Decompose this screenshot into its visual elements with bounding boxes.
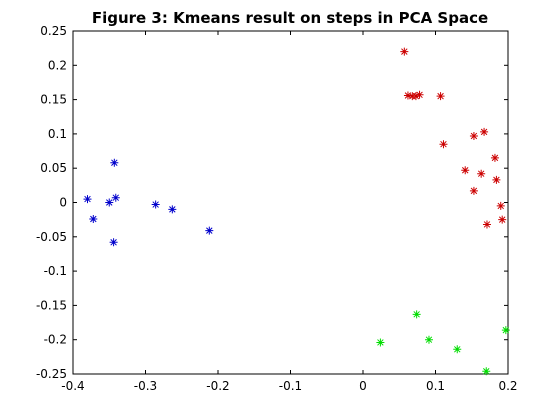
cluster-2-point	[403, 91, 412, 100]
cluster-1-point	[111, 193, 120, 202]
cluster-3-point	[453, 345, 462, 354]
x-tick-label: -0.3	[134, 379, 157, 393]
cluster-2-point	[415, 90, 424, 99]
cluster-1-point	[83, 195, 92, 204]
axis-ticks: -0.4 -0.3 -0.2 -0.1 0 0.1 0.2 0.25 0.2 0.15 0.1 0.0…	[36, 24, 518, 393]
cluster-3-point	[424, 335, 433, 344]
cluster-3-point	[376, 338, 385, 347]
x-tick-label: -0.1	[279, 379, 302, 393]
chart-title: Figure 3: Kmeans result on steps in PCA …	[92, 9, 488, 27]
plot-area	[72, 30, 509, 375]
y-tick-label: 0.15	[40, 93, 67, 107]
x-tick-label: -0.2	[206, 379, 229, 393]
x-tick-label: 0.2	[498, 379, 517, 393]
y-tick-label: -0.25	[36, 367, 67, 381]
cluster-2-point	[490, 153, 499, 162]
cluster-1-point	[168, 205, 177, 214]
cluster-1-point	[89, 214, 98, 223]
cluster-1-point	[109, 238, 118, 247]
cluster-1-point	[151, 200, 160, 209]
y-tick-label: -0.15	[36, 298, 67, 312]
cluster-2-point	[411, 92, 420, 101]
data-points	[83, 47, 510, 376]
cluster-2-point	[439, 140, 448, 149]
cluster-2-point	[469, 186, 478, 195]
y-tick-label: 0.2	[48, 58, 67, 72]
x-tick-label: -0.4	[61, 379, 84, 393]
cluster-2-point	[436, 92, 445, 101]
cluster-2-point	[492, 175, 501, 184]
cluster-2-point	[461, 166, 470, 175]
x-tick-label: 0	[359, 379, 367, 393]
cluster-2-point	[477, 169, 486, 178]
y-tick-label: 0.1	[48, 127, 67, 141]
cluster-3-point	[482, 367, 491, 376]
y-tick-label: -0.05	[36, 230, 67, 244]
y-tick-label: 0	[59, 196, 67, 210]
cluster-2-point	[469, 131, 478, 140]
cluster-2-point	[480, 127, 489, 136]
cluster-3-point	[501, 326, 510, 335]
cluster-2-point	[482, 220, 491, 229]
cluster-1-point	[110, 158, 119, 167]
cluster-1-point	[105, 198, 114, 207]
y-tick-label: -0.2	[44, 333, 67, 347]
x-tick-label: 0.1	[426, 379, 445, 393]
y-tick-label: 0.05	[40, 161, 67, 175]
cluster-1-point	[205, 226, 214, 235]
cluster-3-point	[412, 310, 421, 319]
cluster-2-point	[498, 215, 507, 224]
y-tick-label: -0.1	[44, 264, 67, 278]
cluster-2-point	[496, 201, 505, 210]
cluster-2-point	[400, 47, 409, 56]
y-tick-label: 0.25	[40, 24, 67, 38]
